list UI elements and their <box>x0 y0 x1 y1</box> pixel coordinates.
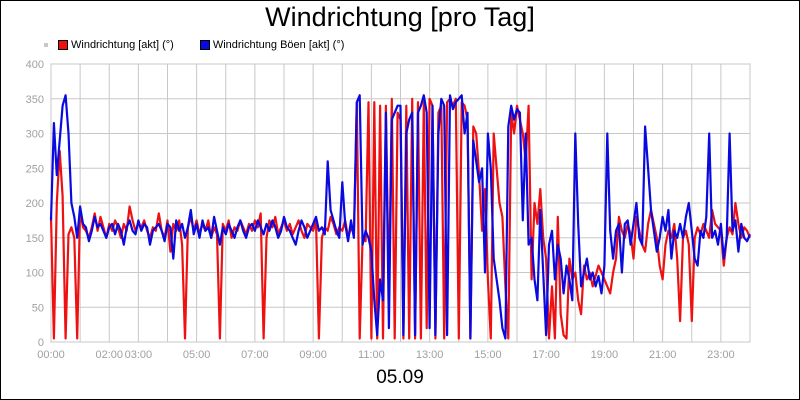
y-tick-label: 50 <box>32 302 44 314</box>
legend-item-boeen: Windrichtung Böen [akt] (°) <box>199 39 345 51</box>
y-tick-label: 250 <box>26 163 44 175</box>
legend-item-windrichtung: Windrichtung [akt] (°) <box>58 39 174 51</box>
y-tick-label: 150 <box>26 233 44 245</box>
x-axis-label: 05.09 <box>376 367 424 388</box>
x-tick-label: 13:00 <box>416 349 444 361</box>
x-tick-label: 15:00 <box>474 349 502 361</box>
series-line-1 <box>49 94 752 340</box>
legend-label-windrichtung: Windrichtung [akt] (°) <box>71 39 174 51</box>
x-tick-label: 02:00 <box>95 349 123 361</box>
chart-title: Windrichtung [pro Tag] <box>265 2 535 32</box>
legend: Windrichtung [akt] (°) Windrichtung Böen… <box>44 38 370 52</box>
x-tick-label: 03:00 <box>125 349 153 361</box>
x-tick-label: 00:00 <box>37 349 65 361</box>
y-tick-label: 400 <box>26 59 44 71</box>
legend-swatch-boeen <box>199 40 210 50</box>
x-tick-label: 05:00 <box>183 349 211 361</box>
y-axis-ticks: 0 50 100 150 200 250 300 350 400 <box>26 59 44 349</box>
x-tick-label: 11:00 <box>358 349 385 361</box>
x-tick-label: 21:00 <box>649 349 677 361</box>
legend-marker-dot <box>44 43 48 47</box>
series-layer <box>49 94 752 340</box>
y-tick-label: 200 <box>26 198 44 210</box>
x-tick-label: 23:00 <box>707 349 735 361</box>
x-tick-label: 09:00 <box>299 349 327 361</box>
x-tick-label: 17:00 <box>532 349 560 361</box>
y-tick-label: 350 <box>26 94 44 106</box>
y-tick-label: 300 <box>26 129 44 141</box>
y-tick-label: 100 <box>26 268 44 280</box>
legend-swatch-windrichtung <box>58 40 68 50</box>
x-tick-label: 19:00 <box>591 349 619 361</box>
legend-label-boeen: Windrichtung Böen [akt] (°) <box>212 39 345 51</box>
y-tick-label: 0 <box>38 337 44 349</box>
x-tick-label: 07:00 <box>241 349 269 361</box>
x-axis-ticks: 00:00 02:00 03:00 05:00 07:00 09:00 11:00 13:00… <box>37 349 734 361</box>
